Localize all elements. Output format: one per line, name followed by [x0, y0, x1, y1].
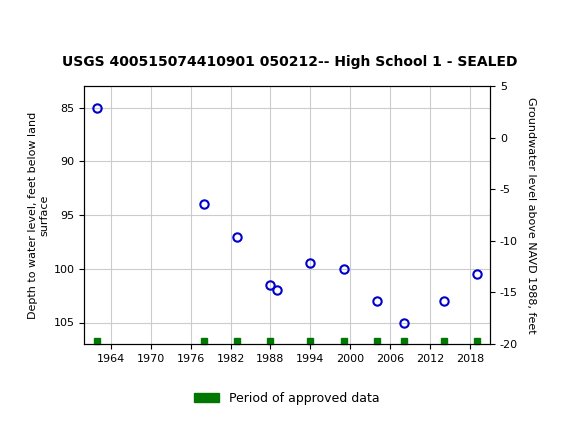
Text: USGS: USGS	[35, 14, 95, 33]
Y-axis label: Depth to water level, feet below land
surface: Depth to water level, feet below land su…	[28, 111, 49, 319]
Text: USGS 400515074410901 050212-- High School 1 - SEALED: USGS 400515074410901 050212-- High Schoo…	[62, 55, 518, 69]
Y-axis label: Groundwater level above NAVD 1988, feet: Groundwater level above NAVD 1988, feet	[526, 97, 537, 333]
Legend: Period of approved data: Period of approved data	[189, 387, 385, 410]
Text: ≡: ≡	[7, 12, 28, 36]
